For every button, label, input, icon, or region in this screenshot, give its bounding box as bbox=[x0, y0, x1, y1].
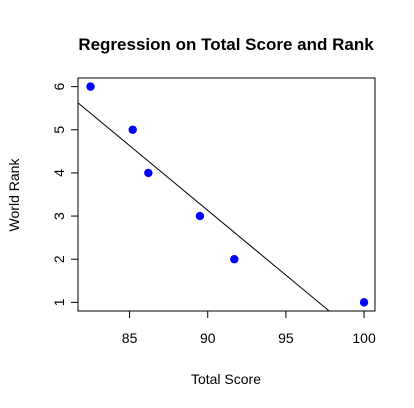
x-tick-label: 100 bbox=[352, 330, 376, 346]
y-tick-label: 4 bbox=[51, 169, 67, 177]
data-point bbox=[195, 211, 205, 221]
y-tick-label: 3 bbox=[51, 212, 67, 220]
plot-frame bbox=[77, 77, 376, 312]
regression-layer bbox=[77, 102, 330, 312]
data-point bbox=[128, 125, 137, 134]
x-tick-label: 95 bbox=[278, 330, 294, 346]
data-point bbox=[359, 298, 369, 307]
x-axis-label: Total Score bbox=[191, 371, 261, 387]
x-tick-label: 90 bbox=[200, 330, 216, 346]
data-point bbox=[86, 82, 95, 91]
chart-title: Regression on Total Score and Rank bbox=[78, 35, 374, 54]
data-point bbox=[230, 255, 239, 264]
y-axis: 1 2 3 4 5 6 bbox=[51, 83, 78, 306]
y-axis-label: World Rank bbox=[6, 158, 22, 232]
y-tick-label: 1 bbox=[51, 298, 67, 306]
x-tick-label: 85 bbox=[122, 330, 138, 346]
x-axis: 85 90 95 100 bbox=[122, 311, 376, 346]
y-tick-label: 6 bbox=[51, 83, 67, 91]
points-layer bbox=[86, 82, 369, 307]
y-tick-label: 2 bbox=[51, 255, 67, 263]
data-point bbox=[144, 168, 153, 178]
regression-line bbox=[77, 102, 330, 312]
y-tick-label: 5 bbox=[51, 126, 67, 134]
